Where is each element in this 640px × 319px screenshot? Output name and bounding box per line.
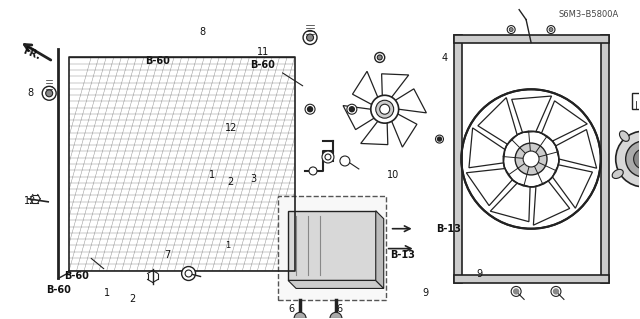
- Bar: [454, 34, 462, 284]
- Polygon shape: [490, 183, 530, 222]
- Circle shape: [515, 143, 547, 175]
- Circle shape: [507, 26, 515, 33]
- Text: 6: 6: [288, 304, 294, 314]
- Circle shape: [305, 104, 315, 114]
- Polygon shape: [361, 121, 388, 145]
- Circle shape: [182, 267, 196, 280]
- Text: B-60: B-60: [63, 271, 88, 281]
- Bar: [601, 34, 609, 284]
- Circle shape: [309, 167, 317, 175]
- Circle shape: [303, 31, 317, 45]
- Circle shape: [509, 27, 513, 32]
- Text: 8: 8: [199, 27, 205, 37]
- Text: 1: 1: [225, 241, 230, 250]
- Polygon shape: [469, 128, 505, 168]
- Bar: [632, 93, 640, 109]
- Polygon shape: [288, 280, 384, 288]
- Ellipse shape: [620, 131, 629, 141]
- Circle shape: [626, 141, 640, 177]
- Circle shape: [45, 90, 52, 97]
- Circle shape: [435, 135, 444, 143]
- Circle shape: [42, 86, 56, 100]
- Circle shape: [185, 270, 192, 277]
- Circle shape: [340, 156, 350, 166]
- Text: 2: 2: [129, 294, 135, 304]
- Ellipse shape: [612, 169, 623, 179]
- Circle shape: [547, 26, 555, 33]
- Circle shape: [376, 100, 394, 118]
- Bar: [69, 57, 295, 271]
- Text: B-60: B-60: [46, 285, 71, 295]
- Text: 11: 11: [257, 47, 269, 56]
- Text: B-60: B-60: [250, 60, 275, 70]
- Polygon shape: [512, 96, 552, 132]
- Text: 6: 6: [336, 304, 342, 314]
- Circle shape: [325, 154, 331, 160]
- Text: 1: 1: [104, 288, 109, 298]
- Text: 3: 3: [250, 174, 256, 183]
- Text: FR.: FR.: [21, 45, 42, 62]
- Polygon shape: [353, 71, 378, 104]
- Text: B-13: B-13: [390, 250, 415, 260]
- Polygon shape: [376, 211, 384, 288]
- Circle shape: [511, 286, 521, 296]
- Text: 12: 12: [24, 196, 36, 206]
- Polygon shape: [396, 89, 426, 113]
- Text: 9: 9: [422, 288, 428, 298]
- Polygon shape: [533, 181, 570, 225]
- Text: 5: 5: [575, 154, 581, 165]
- Text: 12: 12: [225, 123, 237, 133]
- Bar: [454, 34, 609, 42]
- Circle shape: [616, 131, 640, 187]
- Circle shape: [551, 286, 561, 296]
- Polygon shape: [343, 106, 374, 130]
- Circle shape: [375, 52, 385, 63]
- Text: B-13: B-13: [436, 224, 461, 234]
- Circle shape: [514, 289, 518, 294]
- Circle shape: [294, 312, 306, 319]
- Bar: [278, 196, 386, 300]
- Circle shape: [349, 107, 355, 112]
- Circle shape: [503, 131, 559, 187]
- Circle shape: [330, 312, 342, 319]
- Polygon shape: [381, 74, 409, 97]
- Circle shape: [549, 27, 553, 32]
- Polygon shape: [556, 130, 596, 168]
- Circle shape: [308, 107, 312, 112]
- Circle shape: [634, 149, 640, 169]
- Text: 9: 9: [476, 269, 483, 279]
- Circle shape: [438, 137, 442, 141]
- Circle shape: [523, 151, 539, 167]
- Circle shape: [377, 55, 382, 60]
- Polygon shape: [392, 114, 417, 147]
- Polygon shape: [552, 165, 593, 208]
- Circle shape: [322, 151, 334, 163]
- Circle shape: [347, 104, 357, 114]
- Text: 4: 4: [441, 53, 447, 63]
- Circle shape: [371, 95, 399, 123]
- Text: 2: 2: [228, 177, 234, 187]
- Polygon shape: [467, 168, 513, 206]
- Text: S6M3–B5800A: S6M3–B5800A: [559, 10, 619, 19]
- Circle shape: [380, 104, 390, 114]
- Circle shape: [307, 34, 314, 41]
- Circle shape: [554, 289, 559, 294]
- Text: 8: 8: [27, 88, 33, 98]
- Bar: [288, 211, 376, 280]
- Polygon shape: [478, 98, 517, 144]
- Text: 7: 7: [164, 250, 170, 260]
- Text: 10: 10: [387, 170, 399, 180]
- Text: 1: 1: [209, 170, 215, 180]
- Bar: [454, 276, 609, 284]
- Text: B-60: B-60: [145, 56, 170, 66]
- Polygon shape: [541, 101, 588, 141]
